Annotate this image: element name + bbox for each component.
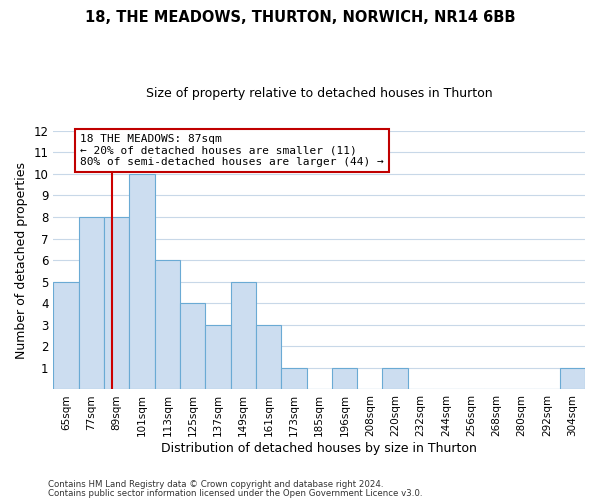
- Text: 18, THE MEADOWS, THURTON, NORWICH, NR14 6BB: 18, THE MEADOWS, THURTON, NORWICH, NR14 …: [85, 10, 515, 25]
- Bar: [281, 368, 307, 390]
- Bar: [230, 282, 256, 390]
- Text: Contains public sector information licensed under the Open Government Licence v3: Contains public sector information licen…: [48, 488, 422, 498]
- Bar: [155, 260, 180, 390]
- Bar: [104, 217, 130, 390]
- X-axis label: Distribution of detached houses by size in Thurton: Distribution of detached houses by size …: [161, 442, 477, 455]
- Y-axis label: Number of detached properties: Number of detached properties: [15, 162, 28, 358]
- Bar: [382, 368, 408, 390]
- Title: Size of property relative to detached houses in Thurton: Size of property relative to detached ho…: [146, 88, 493, 101]
- Bar: [130, 174, 155, 390]
- Bar: [332, 368, 357, 390]
- Bar: [560, 368, 585, 390]
- Bar: [79, 217, 104, 390]
- Text: Contains HM Land Registry data © Crown copyright and database right 2024.: Contains HM Land Registry data © Crown c…: [48, 480, 383, 489]
- Text: 18 THE MEADOWS: 87sqm
← 20% of detached houses are smaller (11)
80% of semi-deta: 18 THE MEADOWS: 87sqm ← 20% of detached …: [80, 134, 384, 168]
- Bar: [256, 325, 281, 390]
- Bar: [53, 282, 79, 390]
- Bar: [205, 325, 230, 390]
- Bar: [180, 303, 205, 390]
